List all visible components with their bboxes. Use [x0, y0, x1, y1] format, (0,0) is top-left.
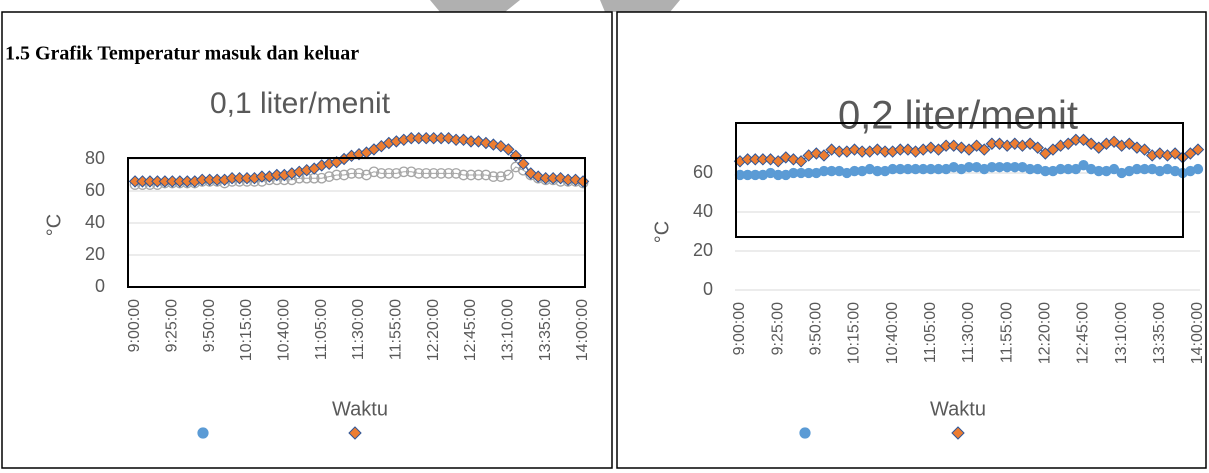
- overlay-box: [127, 157, 586, 288]
- data-point: [331, 169, 342, 181]
- data-point: [480, 169, 492, 181]
- data-point: [346, 168, 357, 179]
- data-point: [376, 168, 387, 179]
- data-point: [488, 171, 499, 182]
- x-axis-label: Waktu: [930, 398, 986, 420]
- legend-marker: [799, 427, 811, 439]
- x-axis-label: Waktu: [332, 398, 388, 420]
- x-tick-label: 11:05:00: [922, 302, 939, 363]
- x-tick-label: 12:45:00: [462, 299, 479, 361]
- x-tick-label: 9:00:00: [731, 302, 748, 355]
- data-point: [316, 172, 327, 184]
- y-tick-label: 80: [85, 148, 105, 168]
- x-tick-label: 13:10:00: [500, 299, 517, 361]
- data-point: [323, 171, 335, 182]
- chart-title: 0,2 liter/menit: [838, 94, 1078, 138]
- heading: 1.5 Grafik Temperatur masuk dan keluar: [5, 43, 359, 65]
- y-axis-label: °C: [651, 221, 673, 243]
- legend-marker: [951, 426, 965, 440]
- watermark-shape: [430, 0, 520, 12]
- y-tick-label: 20: [693, 240, 713, 260]
- data-point: [458, 169, 469, 181]
- x-tick-label: 12:20:00: [1037, 302, 1054, 364]
- overlay-box: [735, 122, 1184, 238]
- data-point: [1031, 141, 1044, 154]
- x-tick-label: 10:40:00: [276, 299, 293, 361]
- x-tick-label: 9:50:00: [201, 299, 218, 352]
- x-tick-label: 11:55:00: [998, 302, 1015, 363]
- data-point: [517, 157, 530, 171]
- x-tick-label: 13:10:00: [1113, 302, 1130, 364]
- y-axis-label: °C: [43, 214, 65, 236]
- data-point: [1191, 143, 1205, 156]
- data-point: [361, 169, 372, 181]
- x-tick-label: 14:00:00: [574, 299, 591, 361]
- data-point: [978, 143, 991, 156]
- chart-title: 0,1 liter/menit: [210, 87, 391, 120]
- y-tick-label: 0: [95, 276, 105, 296]
- x-tick-label: 13:35:00: [1151, 302, 1168, 364]
- panel-border: [616, 11, 1207, 469]
- data-point: [338, 169, 350, 181]
- data-point: [495, 171, 507, 182]
- legend-marker: [197, 427, 209, 439]
- data-point: [450, 168, 462, 179]
- x-tick-label: 9:25:00: [164, 299, 181, 352]
- data-point: [473, 169, 484, 181]
- x-tick-label: 11:55:00: [388, 299, 405, 360]
- x-tick-label: 9:00:00: [126, 299, 143, 352]
- panel-border: [1, 11, 613, 469]
- y-tick-label: 20: [85, 244, 105, 264]
- data-point: [817, 149, 831, 162]
- data-point: [383, 168, 395, 179]
- x-tick-label: 11:30:00: [350, 299, 367, 360]
- data-point: [420, 168, 432, 179]
- data-point: [443, 168, 454, 179]
- x-tick-label: 11:30:00: [960, 302, 977, 363]
- data-point: [435, 168, 447, 179]
- x-tick-label: 10:15:00: [846, 302, 863, 364]
- x-tick-label: 10:40:00: [884, 302, 901, 364]
- y-tick-label: 40: [85, 212, 105, 232]
- x-tick-label: 10:15:00: [238, 299, 255, 361]
- x-tick-label: 12:45:00: [1075, 302, 1092, 364]
- x-tick-label: 9:25:00: [769, 302, 786, 355]
- data-point: [1192, 163, 1204, 175]
- y-tick-label: 60: [693, 162, 713, 182]
- x-tick-label: 12:20:00: [425, 299, 442, 361]
- x-tick-label: 11:05:00: [313, 299, 330, 360]
- data-point: [353, 168, 365, 179]
- data-point: [794, 155, 808, 168]
- data-point: [503, 169, 514, 181]
- data-point: [465, 169, 477, 181]
- watermark-shape: [600, 0, 680, 12]
- data-point: [368, 166, 380, 178]
- legend-marker: [348, 426, 362, 440]
- y-tick-label: 0: [703, 279, 713, 299]
- data-point: [428, 168, 439, 179]
- data-point: [405, 166, 417, 178]
- y-tick-label: 40: [693, 201, 713, 221]
- data-point: [413, 168, 425, 179]
- x-tick-label: 9:50:00: [808, 302, 825, 355]
- data-point: [391, 168, 402, 179]
- x-tick-label: 14:00:00: [1189, 302, 1206, 364]
- data-point: [1138, 143, 1151, 156]
- data-point: [502, 143, 515, 156]
- x-tick-label: 13:35:00: [537, 299, 554, 361]
- y-tick-label: 60: [85, 180, 105, 200]
- data-point: [398, 166, 410, 178]
